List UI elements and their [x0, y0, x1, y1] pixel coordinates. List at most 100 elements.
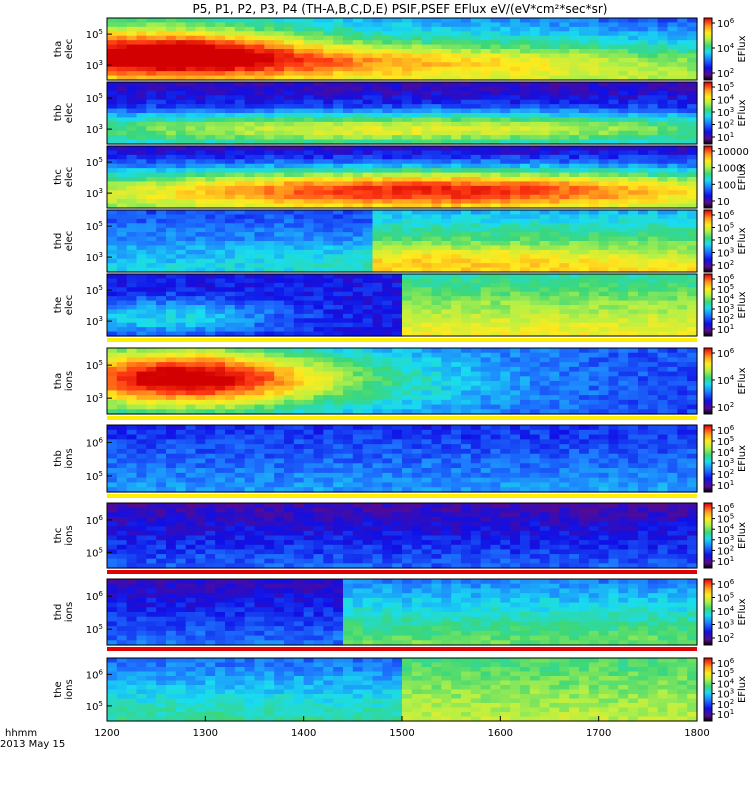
- spectrogram-cell: [579, 185, 590, 191]
- spectrogram-cell: [431, 181, 442, 187]
- spectrogram-cell: [313, 376, 324, 382]
- spectrogram-cell: [225, 371, 236, 377]
- spectrogram-cell: [500, 309, 511, 315]
- spectrogram-cell: [480, 82, 492, 88]
- spectrogram-cell: [195, 366, 206, 373]
- spectrogram-cell: [647, 267, 659, 273]
- spectrogram-cell: [461, 57, 472, 63]
- spectrogram-cell: [136, 282, 147, 288]
- spectrogram-cell: [225, 146, 236, 152]
- spectrogram-cell: [234, 366, 246, 373]
- spectrogram-cell: [215, 26, 226, 32]
- spectrogram-cell: [470, 241, 482, 247]
- spectrogram-cell: [618, 113, 629, 119]
- spectrogram-cell: [539, 57, 551, 63]
- spectrogram-cell: [156, 236, 167, 242]
- spectrogram-cell: [175, 22, 187, 28]
- spectrogram-cell: [559, 53, 570, 59]
- spectrogram-cell: [461, 331, 472, 337]
- spectrogram-cell: [343, 95, 354, 101]
- spectrogram-cell: [529, 291, 541, 297]
- spectrogram-cell: [549, 44, 560, 50]
- spectrogram-cell: [107, 218, 118, 224]
- spectrogram-cell: [185, 249, 197, 255]
- spectrogram-cell: [579, 108, 590, 114]
- spectrogram-cell: [244, 366, 256, 373]
- spectrogram-cell: [618, 245, 629, 251]
- spectrogram-cell: [185, 135, 197, 141]
- spectrogram-cell: [166, 49, 177, 55]
- spectrogram-cell: [411, 146, 423, 152]
- spectrogram-cell: [411, 218, 423, 224]
- spectrogram-cell: [126, 376, 138, 382]
- spectrogram-cell: [421, 331, 433, 337]
- spectrogram-cell: [618, 282, 629, 288]
- spectrogram-cell: [657, 53, 669, 59]
- spectrogram-cell: [510, 57, 521, 63]
- spectrogram-cell: [254, 146, 265, 152]
- spectrogram-cell: [107, 31, 118, 37]
- spectrogram-cell: [559, 139, 570, 145]
- spectrogram-cell: [205, 146, 216, 152]
- spectrogram-cell: [549, 121, 560, 127]
- spectrogram-cell: [539, 181, 551, 187]
- spectrogram-cell: [510, 291, 521, 297]
- spectrogram-cell: [146, 95, 157, 101]
- spectrogram-cell: [529, 71, 541, 77]
- spectrogram-cell: [667, 154, 678, 160]
- spectrogram-cell: [126, 139, 138, 145]
- spectrogram-cell: [274, 44, 285, 50]
- spectrogram-cell: [569, 130, 580, 136]
- spectrogram-cell: [254, 254, 265, 260]
- spectrogram-cell: [549, 18, 560, 24]
- spectrogram-cell: [608, 44, 619, 50]
- spectrogram-cell: [470, 371, 482, 377]
- spectrogram-cell: [657, 296, 669, 302]
- spectrogram-cell: [225, 296, 236, 302]
- spectrogram-cell: [618, 75, 629, 81]
- spectrogram-cell: [195, 177, 206, 183]
- spectrogram-cell: [559, 258, 570, 264]
- spectrogram-cell: [323, 263, 334, 269]
- spectrogram-cell: [598, 254, 610, 260]
- spectrogram-cell: [107, 214, 118, 220]
- spectrogram-cell: [343, 390, 354, 396]
- spectrogram-cell: [185, 168, 197, 174]
- spectrogram-cell: [136, 331, 147, 337]
- spectrogram-cell: [166, 99, 177, 105]
- spectrogram-cell: [264, 318, 275, 324]
- spectrogram-cell: [146, 66, 157, 72]
- spectrogram-cell: [520, 57, 531, 63]
- spectrogram-cell: [333, 249, 344, 255]
- spectrogram-cell: [146, 90, 157, 96]
- spectrogram-cell: [116, 267, 128, 273]
- colorbar-label: EFlux: [737, 163, 748, 190]
- spectrogram-cell: [579, 291, 590, 297]
- spectrogram-cell: [244, 146, 256, 152]
- spectrogram-cell: [303, 263, 315, 269]
- spectrogram-cell: [352, 214, 364, 220]
- spectrogram-cell: [677, 214, 688, 220]
- spectrogram-cell: [234, 82, 246, 88]
- spectrogram-cell: [480, 404, 492, 410]
- spectrogram-cell: [116, 26, 128, 32]
- spectrogram-cell: [107, 232, 118, 238]
- spectrogram-cell: [402, 31, 413, 37]
- spectrogram-cell: [372, 267, 383, 273]
- spectrogram-cell: [225, 40, 236, 46]
- spectrogram-cell: [569, 385, 580, 392]
- spectrogram-cell: [549, 181, 560, 187]
- spectrogram-cell: [579, 66, 590, 72]
- spectrogram-cell: [539, 104, 551, 110]
- spectrogram-cell: [313, 263, 324, 269]
- spectrogram-cell: [274, 168, 285, 174]
- spectrogram-cell: [608, 66, 619, 72]
- spectrogram-cell: [647, 86, 659, 92]
- spectrogram-cell: [598, 232, 610, 238]
- colorbar-tick-label: 102: [717, 259, 734, 272]
- spectrogram-cell: [333, 66, 344, 72]
- spectrogram-cell: [215, 117, 226, 123]
- spectrogram-cell: [549, 278, 560, 284]
- ytick-label: 105: [86, 220, 103, 233]
- spectrogram-cell: [657, 190, 669, 196]
